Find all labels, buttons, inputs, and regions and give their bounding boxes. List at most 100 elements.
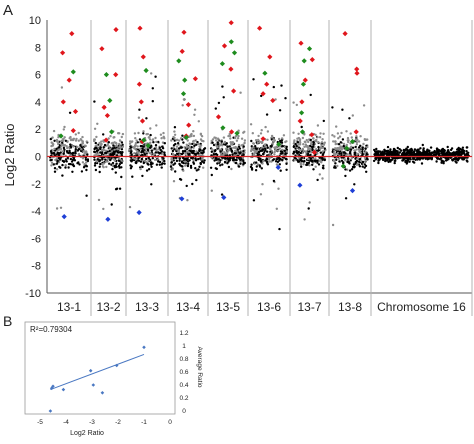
panel-a-data-point <box>55 162 59 165</box>
panel-a-data-point <box>388 153 391 156</box>
panel-a-data-point <box>192 139 195 143</box>
panel-a-data-point <box>446 158 449 161</box>
panel-a-data-point <box>151 100 154 103</box>
panel-a-data-point <box>56 160 59 163</box>
panel-a-data-point <box>296 141 300 144</box>
panel-a-highlight-point-green <box>145 143 151 149</box>
panel-a-data-point <box>257 134 260 138</box>
panel-a-data-point <box>272 85 275 89</box>
panel-a-data-point <box>228 145 231 148</box>
panel-a-data-point <box>280 141 284 144</box>
panel-a-data-point <box>221 163 224 166</box>
panel-a-data-point <box>281 158 284 161</box>
panel-a-data-point <box>262 159 265 163</box>
panel-a-data-point <box>84 158 88 161</box>
panel-a-data-point <box>178 153 181 157</box>
panel-b-data-point <box>49 386 54 391</box>
panel-a-data-point <box>71 138 75 142</box>
panel-a-data-point <box>233 136 237 140</box>
panel-a-data-point <box>305 161 309 165</box>
panel-a-data-point <box>151 157 154 160</box>
panel-a-data-point <box>338 135 342 138</box>
panel-a-data-point <box>400 153 404 156</box>
panel-a-data-point <box>158 160 162 164</box>
panel-a-data-point <box>385 156 389 159</box>
panel-a-highlight-point-blue <box>297 182 303 188</box>
panel-a-data-point <box>293 159 296 162</box>
panel-a-data-point <box>65 145 68 148</box>
panel-a-highlight-point-red <box>66 77 72 83</box>
panel-a-data-point <box>137 153 141 156</box>
panel-a-data-point <box>228 134 232 138</box>
panel-a-data-point <box>158 146 161 149</box>
panel-a-data-point <box>215 139 218 142</box>
panel-a-data-point <box>155 163 159 166</box>
panel-a-data-point <box>111 161 115 165</box>
panel-a-data-point <box>170 161 173 164</box>
panel-b-y-tick-label: 0.4 <box>179 382 188 389</box>
panel-a-data-point <box>353 183 356 186</box>
panel-a-category-label: 13-1 <box>57 300 81 314</box>
panel-a-data-point <box>146 132 149 136</box>
panel-a-data-point <box>260 94 263 98</box>
panel-a-data-point <box>163 137 166 140</box>
panel-a-data-point <box>451 152 454 155</box>
panel-a-data-point <box>319 132 322 135</box>
panel-a-data-point <box>141 165 144 169</box>
panel-a-data-point <box>240 144 243 147</box>
panel-a-data-point <box>81 135 84 139</box>
panel-a-data-point <box>277 137 281 141</box>
panel-a-data-point <box>109 135 112 138</box>
panel-a-data-point <box>265 113 269 116</box>
panel-a-data-point <box>51 136 54 139</box>
panel-a-data-point <box>260 129 263 132</box>
panel-a-data-point <box>128 205 132 209</box>
panel-a-data-point <box>186 139 189 142</box>
panel-a-data-point <box>107 137 110 140</box>
panel-a-data-point <box>173 139 176 142</box>
panel-a-highlight-point-red <box>257 25 263 31</box>
panel-b-data-point <box>114 363 119 368</box>
panel-b-plot-area: -5 -4 -3 -2 -1 0 0 0.2 0.4 0.6 0.8 1 1.2 <box>37 330 189 426</box>
panel-a-data-point <box>255 147 259 151</box>
panel-a-data-point <box>259 132 263 135</box>
panel-a-data-point <box>274 98 277 101</box>
panel-a-data-point <box>217 160 220 163</box>
panel-a-data-point <box>331 223 335 227</box>
panel-a-data-point <box>355 153 359 156</box>
panel-a-data-point <box>362 142 365 146</box>
panel-a-data-point <box>80 170 84 173</box>
panel-a-data-point <box>171 149 175 153</box>
panel-a-data-point <box>62 146 66 150</box>
panel-a-data-point <box>284 157 288 161</box>
panel-a-data-point <box>273 150 276 154</box>
panel-a-data-point <box>74 148 78 151</box>
panel-a-data-point <box>270 138 273 141</box>
panel-a-data-point <box>455 161 458 164</box>
panel-a-data-point <box>179 178 183 181</box>
panel-a-data-point <box>353 153 357 156</box>
panel-a-data-point <box>197 120 200 123</box>
panel-a-data-point <box>388 156 391 159</box>
panel-a-data-point <box>175 145 179 148</box>
panel-a-data-point <box>412 153 415 156</box>
panel-a-data-point <box>104 149 108 152</box>
panel-a-data-point <box>421 151 424 154</box>
panel-a-data-point <box>269 150 272 154</box>
panel-a-data-point <box>400 149 403 152</box>
panel-a-data-point <box>120 152 123 155</box>
panel-a-data-point <box>144 150 147 153</box>
panel-a-data-point <box>460 150 463 153</box>
panel-a-data-point <box>223 152 226 155</box>
panel-a-data-point <box>254 145 257 148</box>
panel-a-data-point <box>285 145 288 148</box>
panel-a-data-point <box>363 166 366 169</box>
panel-a-data-point <box>116 150 119 154</box>
panel-b-data-point <box>91 383 96 387</box>
panel-a-data-point <box>402 153 406 156</box>
panel-a-data-point <box>62 128 65 131</box>
panel-a-data-point <box>353 149 356 152</box>
panel-a-data-point <box>211 141 214 144</box>
panel-a-data-point <box>228 157 231 161</box>
panel-a-data-point <box>171 168 174 171</box>
